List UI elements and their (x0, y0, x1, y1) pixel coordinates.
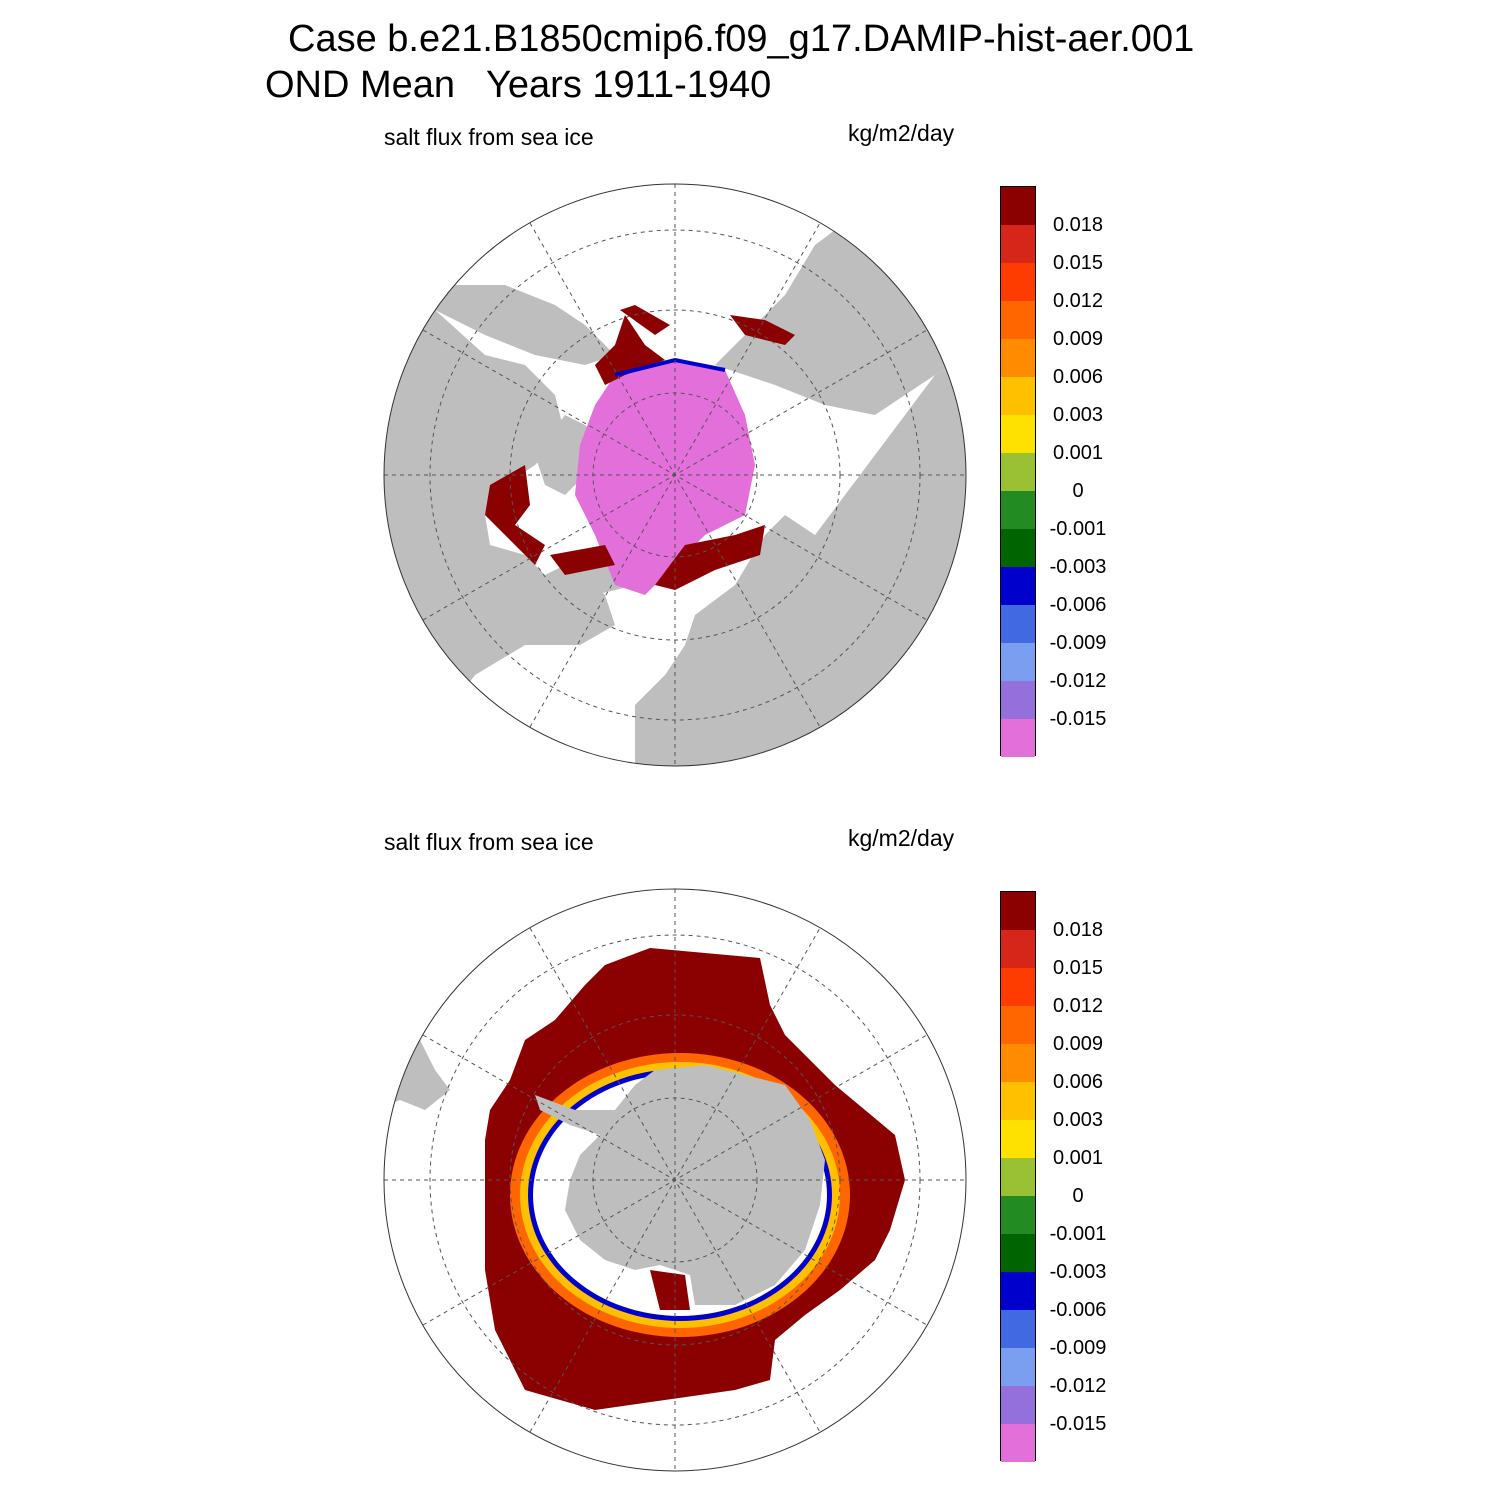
plot-title-period: OND Mean Years 1911-1940 (265, 64, 772, 106)
bering-strait-positive-flux (595, 315, 665, 385)
colorbar-swatch (1001, 1006, 1035, 1044)
colorbar-tick-label: 0.018 (1052, 919, 1104, 941)
south-panel-variable-label: salt flux from sea ice (384, 829, 594, 855)
north-map-border (383, 183, 967, 767)
alaska-land (425, 285, 615, 365)
colorbar-swatch (1001, 1234, 1035, 1272)
colorbar-tick-label: -0.012 (1049, 1375, 1107, 1397)
colorbar-tick-label: 0.012 (1052, 995, 1104, 1017)
colorbar-swatch (1001, 491, 1035, 529)
colorbar-tick-label: 0.009 (1052, 328, 1104, 350)
colorbar-tick-label: 0.006 (1052, 1071, 1104, 1093)
north-graticule (384, 184, 966, 766)
south-graticule (384, 889, 966, 1471)
colorbar-swatch (1001, 1310, 1035, 1348)
colorbar-tick-label: -0.003 (1049, 1261, 1107, 1283)
colorbar-tick-label: -0.012 (1049, 670, 1107, 692)
colorbar-tick-label: -0.006 (1049, 594, 1107, 616)
colorbar-swatch (1001, 453, 1035, 491)
colorbar-tick-label: 0.012 (1052, 290, 1104, 312)
colorbar-tick-label: -0.015 (1049, 1413, 1107, 1435)
colorbar-swatch (1001, 567, 1035, 605)
colorbar-swatch (1001, 681, 1035, 719)
colorbar-swatch (1001, 1196, 1035, 1234)
colorbar-tick-label: -0.006 (1049, 1299, 1107, 1321)
colorbar-tick-label: 0.009 (1052, 1033, 1104, 1055)
colorbar-swatch (1001, 1082, 1035, 1120)
north-america-land (384, 305, 615, 725)
labrador-positive-flux (485, 465, 545, 565)
okhotsk-positive-flux (620, 305, 670, 335)
north-polar-map (383, 183, 967, 767)
colorbar-swatch (1001, 605, 1035, 643)
colorbar-swatch (1001, 1424, 1035, 1462)
north-panel-units-label: kg/m2/day (848, 120, 955, 146)
arctic-sea-ice-field (575, 360, 755, 595)
colorbar-swatch (1001, 1120, 1035, 1158)
colorbar-swatch (1001, 968, 1035, 1006)
north-panel-variable-label: salt flux from sea ice (384, 124, 594, 150)
colorbar-swatch (1001, 1348, 1035, 1386)
colorbar-tick-label: 0.018 (1052, 214, 1104, 236)
colorbar-swatch (1001, 719, 1035, 757)
colorbar-swatch (1001, 1272, 1035, 1310)
greenland-sea-positive-flux (550, 545, 615, 575)
colorbar-tick-label: 0.006 (1052, 366, 1104, 388)
kamchatka-positive-flux (730, 315, 795, 345)
colorbar-swatch (1001, 892, 1035, 930)
south-panel-units-label: kg/m2/day (848, 825, 955, 851)
colorbar-swatch (1001, 263, 1035, 301)
colorbar-swatch (1001, 1158, 1035, 1196)
colorbar-swatch (1001, 225, 1035, 263)
south-map-border (383, 888, 967, 1472)
colorbar-swatch (1001, 529, 1035, 567)
colorbar-tick-label: 0.003 (1052, 1109, 1104, 1131)
colorbar-swatch (1001, 1044, 1035, 1082)
colorbar-tick-label: -0.001 (1049, 1223, 1107, 1245)
colorbar-tick-label: -0.009 (1049, 632, 1107, 654)
colorbar-swatch (1001, 1386, 1035, 1424)
colorbar-swatch (1001, 643, 1035, 681)
south-colorbar (1000, 891, 1036, 1462)
north-colorbar (1000, 186, 1036, 757)
colorbar-tick-label: 0.003 (1052, 404, 1104, 426)
colorbar-tick-label: -0.015 (1049, 708, 1107, 730)
antarctica-land (535, 1065, 825, 1305)
colorbar-tick-label: 0.015 (1052, 252, 1104, 274)
weddell-sea-positive-flux (650, 1270, 690, 1310)
colorbar-swatch (1001, 339, 1035, 377)
colorbar-tick-label: -0.001 (1049, 518, 1107, 540)
colorbar-tick-label: 0.015 (1052, 957, 1104, 979)
colorbar-swatch (1001, 377, 1035, 415)
barents-positive-flux (655, 525, 765, 590)
colorbar-tick-label: -0.003 (1049, 556, 1107, 578)
colorbar-swatch (1001, 187, 1035, 225)
south-polar-map (383, 888, 967, 1472)
eurasia-land (635, 355, 966, 766)
colorbar-swatch (1001, 301, 1035, 339)
colorbar-tick-label: 0 (1072, 1185, 1084, 1207)
colorbar-tick-label: -0.009 (1049, 1337, 1107, 1359)
plot-title-case: Case b.e21.B1850cmip6.f09_g17.DAMIP-hist… (288, 18, 1195, 60)
colorbar-swatch (1001, 415, 1035, 453)
colorbar-tick-label: 0.001 (1052, 1147, 1104, 1169)
colorbar-tick-label: 0 (1072, 480, 1084, 502)
colorbar-tick-label: 0.001 (1052, 442, 1104, 464)
colorbar-swatch (1001, 930, 1035, 968)
